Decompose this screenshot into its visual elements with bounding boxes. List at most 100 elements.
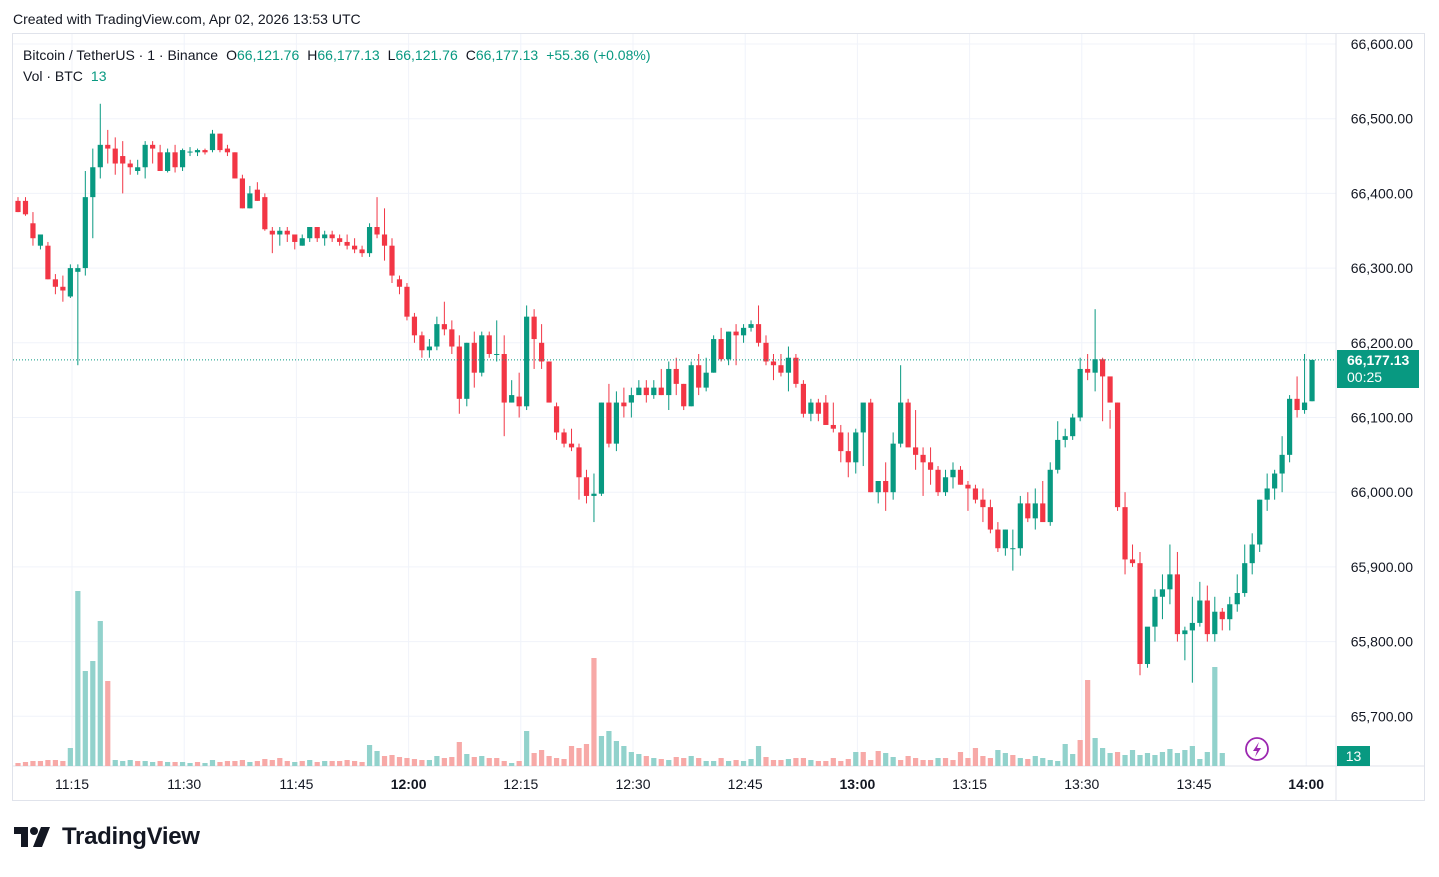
x-tick-label: 14:00 xyxy=(1288,776,1324,792)
candle-body xyxy=(1077,368,1083,418)
candle-body xyxy=(1189,622,1195,631)
candle-body xyxy=(785,357,792,373)
volume-bar xyxy=(366,745,373,766)
candle-body xyxy=(1301,402,1308,411)
candle-body xyxy=(449,329,455,347)
volume-bar xyxy=(583,744,590,766)
volume-bar xyxy=(135,761,141,766)
candle-body xyxy=(561,432,567,444)
candle-body xyxy=(711,339,717,373)
candle-body xyxy=(1114,402,1121,508)
candle-body xyxy=(344,241,350,246)
candle-body xyxy=(434,324,440,347)
tradingview-logo[interactable]: TradingView xyxy=(14,823,200,851)
candle-body xyxy=(755,324,762,343)
volume-bar xyxy=(157,761,163,766)
volume-bar xyxy=(1114,752,1121,766)
candle-body xyxy=(82,197,88,269)
candle-body xyxy=(666,368,672,396)
close-value: 66,177.13 xyxy=(475,47,539,63)
y-tick-label: 66,100.00 xyxy=(1351,410,1413,426)
volume-bar xyxy=(942,758,949,766)
candle-body xyxy=(366,227,373,254)
volume-bar xyxy=(337,761,343,766)
x-tick-label: 12:15 xyxy=(503,776,538,792)
volume-bar xyxy=(546,756,552,766)
high-value: 66,177.13 xyxy=(317,47,380,63)
candle-body xyxy=(853,432,859,463)
tradingview-logo-text: TradingView xyxy=(62,823,200,850)
candle-body xyxy=(890,443,896,493)
candle-body xyxy=(284,230,290,235)
candle-body xyxy=(150,144,156,149)
candle-body xyxy=(262,197,268,230)
candle-body xyxy=(920,454,926,463)
candle-body xyxy=(927,462,934,470)
candle-body xyxy=(456,346,462,399)
candle-body xyxy=(546,361,552,403)
volume-bar xyxy=(568,746,575,766)
volume-bar xyxy=(516,761,522,766)
candle-body xyxy=(1309,359,1315,402)
candle-body xyxy=(1002,529,1008,549)
volume-bar xyxy=(45,760,51,766)
candle-body xyxy=(1137,563,1143,665)
volume-bar xyxy=(209,760,216,766)
volume-bar xyxy=(299,761,305,766)
candle-body xyxy=(1294,398,1300,411)
volume-bar xyxy=(419,760,425,766)
alert-marker xyxy=(1245,737,1269,761)
candle-body xyxy=(1055,439,1061,470)
candle-body xyxy=(1242,563,1248,594)
candle-body xyxy=(359,249,365,254)
candle-body xyxy=(1010,548,1016,550)
volume-bar xyxy=(112,760,118,766)
volume-bar xyxy=(606,731,612,766)
ohlc-row: Bitcoin / TetherUS · 1 · Binance O66,121.… xyxy=(23,45,650,65)
x-tick-label: 12:30 xyxy=(615,776,650,792)
candle-body xyxy=(501,354,507,403)
volume-label[interactable]: Vol · BTC xyxy=(23,68,83,84)
candle-body xyxy=(681,383,687,407)
volume-bar xyxy=(1002,753,1008,766)
candle-body xyxy=(1144,626,1151,665)
volume-bar xyxy=(1047,760,1053,766)
volume-bar xyxy=(651,758,657,766)
candle-body xyxy=(696,365,702,388)
open-value: 66,121.76 xyxy=(236,47,300,63)
candle-body xyxy=(972,488,979,500)
candle-body xyxy=(22,200,29,215)
symbol-label[interactable]: Bitcoin / TetherUS · 1 · Binance xyxy=(23,47,219,63)
volume-bar xyxy=(352,761,358,766)
candle-body xyxy=(1182,630,1188,635)
volume-bar xyxy=(658,759,664,766)
volume-bar xyxy=(950,760,956,766)
candle-body xyxy=(15,200,21,213)
volume-bar xyxy=(733,760,739,766)
volume-bar xyxy=(935,758,941,766)
volume-bar xyxy=(860,752,866,766)
candle-body xyxy=(1047,469,1053,523)
volume-tag: 13 xyxy=(1337,746,1370,766)
volume-row: Vol · BTC 13 xyxy=(23,66,650,86)
volume-bar xyxy=(890,757,896,766)
x-tick-label: 13:30 xyxy=(1064,776,1099,792)
volume-bar xyxy=(740,761,747,766)
candle-body xyxy=(509,395,515,403)
volume-bar xyxy=(576,748,582,766)
volume-bar xyxy=(1122,755,1128,766)
candle-body xyxy=(913,447,919,455)
candle-body xyxy=(1204,600,1210,635)
open-label: O xyxy=(226,47,237,63)
x-tick-label: 13:00 xyxy=(839,776,875,792)
volume-bar xyxy=(1107,753,1113,766)
volume-bar xyxy=(1077,740,1083,766)
candle-body xyxy=(1100,359,1106,377)
candle-body xyxy=(97,144,103,168)
candle-body xyxy=(1264,488,1270,500)
candle-body xyxy=(194,150,201,153)
volume-value: 13 xyxy=(90,68,107,84)
candle-body xyxy=(142,144,148,168)
y-tick-label: 66,600.00 xyxy=(1351,36,1413,52)
